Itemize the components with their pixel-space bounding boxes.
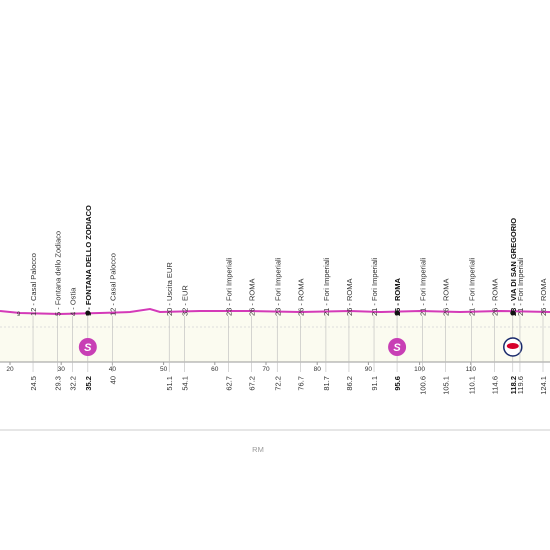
km-tick-label: 60 — [211, 366, 219, 373]
km-tick-label: 110 — [466, 366, 477, 373]
point-label: 21 - Fori Imperiali — [467, 257, 476, 316]
point-km: 54.1 — [181, 376, 190, 391]
point-label: 26 - ROMA — [296, 278, 305, 316]
point-label: 26 - ROMA — [345, 278, 354, 316]
point-label: 26 - ROMA — [539, 278, 548, 316]
province-label: RM — [252, 445, 264, 454]
redbull-sun — [506, 343, 519, 349]
point-label: 26 - ROMA — [490, 278, 499, 316]
km-tick-label: 50 — [160, 366, 168, 373]
point-km: 29.3 — [54, 376, 63, 391]
point-km: 35.2 — [84, 376, 93, 391]
point-label: 26 - ROMA — [442, 278, 451, 316]
point-km: 81.7 — [322, 376, 331, 391]
km-tick-label: 100 — [414, 366, 425, 373]
point-label: 26 - ROMA — [248, 278, 257, 316]
point-label: 23 - Fori Imperiali — [273, 257, 282, 316]
sprint-icon — [78, 338, 97, 356]
point-label: 21 - Fori Imperiali — [322, 257, 331, 316]
point-km: 86.2 — [345, 376, 354, 391]
point-label: 21 - Fori Imperiali — [419, 257, 428, 316]
point-km: 119.6 — [516, 376, 525, 394]
point-km: 51.1 — [165, 376, 174, 391]
point-label: 21 - Fori Imperiali — [370, 257, 379, 316]
point-label: 5 - FONTANA DELLO ZODIACO — [84, 205, 93, 316]
point-km: 67.2 — [248, 376, 257, 391]
point-dot — [85, 310, 91, 316]
point-label: 32 - EUR — [181, 285, 190, 316]
point-dot — [394, 310, 400, 316]
point-label: 4 - Ostia — [68, 287, 77, 316]
sprint-symbol: S — [84, 342, 92, 354]
point-km: 62.7 — [225, 376, 234, 391]
point-label: 23 - Fori Imperiali — [225, 257, 234, 316]
point-km: 118.2 — [509, 376, 518, 394]
km-tick-label: 20 — [6, 366, 14, 373]
point-km: 24.5 — [29, 376, 38, 391]
point-dot — [510, 310, 516, 316]
point-km: 114.6 — [490, 376, 499, 394]
point-label: 12 - Casal Palocco — [29, 253, 38, 316]
point-km: 32.2 — [68, 376, 77, 391]
point-km: 124.1 — [539, 376, 548, 395]
point-label: 26 - ROMA — [393, 277, 402, 316]
point-label: 5 - Fontana dello Zodiaco — [54, 231, 63, 316]
km-tick-label: 30 — [58, 366, 66, 373]
point-km: 40 — [108, 376, 117, 384]
profile-marker: 9 — [17, 312, 21, 318]
sprint-icon — [388, 338, 407, 356]
point-km: 100.6 — [419, 376, 428, 395]
km-tick-label: 80 — [314, 366, 322, 373]
profile-line — [0, 307, 550, 316]
point-km: 76.7 — [296, 376, 305, 391]
point-label: 23 - VIA DI SAN GREGORIO — [509, 218, 518, 316]
profile-area — [0, 312, 550, 362]
sprint-symbol: S — [393, 342, 401, 354]
point-km: 110.1 — [467, 376, 476, 394]
point-km: 91.1 — [370, 376, 379, 391]
km-tick-label: 90 — [365, 366, 373, 373]
km-tick-label: 70 — [262, 366, 270, 373]
point-label: 12 - Casal Palocco — [108, 253, 117, 316]
point-label: 20 - Uscita EUR — [165, 262, 174, 316]
point-km: 105.1 — [442, 376, 451, 395]
point-km: 95.6 — [393, 376, 402, 391]
point-km: 72.2 — [273, 376, 282, 391]
point-label: 21 - Fori Imperiali — [516, 257, 525, 316]
